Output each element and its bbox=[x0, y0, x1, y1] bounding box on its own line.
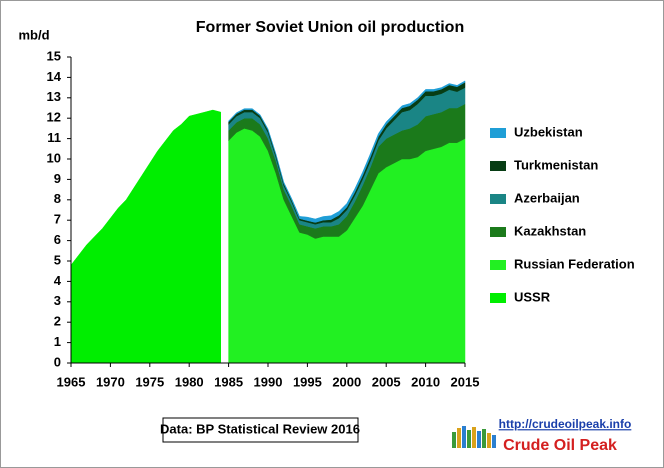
logo-bar bbox=[452, 432, 456, 448]
legend-label: Russian Federation bbox=[514, 256, 635, 271]
legend-swatch bbox=[490, 161, 506, 171]
source-box bbox=[162, 417, 359, 443]
x-tick-label: 1980 bbox=[175, 374, 204, 389]
x-tick-label: 2000 bbox=[332, 374, 361, 389]
logo-bar bbox=[462, 426, 466, 448]
y-tick-label: 15 bbox=[47, 48, 61, 63]
logo-bar bbox=[472, 427, 476, 448]
logo bbox=[452, 426, 496, 448]
legend-label: Turkmenistan bbox=[514, 157, 598, 172]
legend-label: Kazakhstan bbox=[514, 223, 586, 238]
y-tick-label: 6 bbox=[54, 232, 61, 247]
y-tick-label: 5 bbox=[54, 252, 61, 267]
x-tick-label: 1965 bbox=[57, 374, 86, 389]
y-tick-label: 9 bbox=[54, 171, 61, 186]
x-tick-label: 1990 bbox=[254, 374, 283, 389]
y-axis-label: mb/d bbox=[18, 27, 49, 42]
x-tick-label: 2010 bbox=[411, 374, 440, 389]
logo-bar bbox=[492, 435, 496, 448]
y-tick-label: 10 bbox=[47, 150, 61, 165]
legend-swatch bbox=[490, 260, 506, 270]
area bbox=[228, 80, 466, 223]
legend-swatch bbox=[490, 194, 506, 204]
y-tick-label: 12 bbox=[47, 110, 61, 125]
logo-bar bbox=[457, 428, 461, 448]
y-tick-label: 0 bbox=[54, 354, 61, 369]
y-tick-label: 2 bbox=[54, 314, 61, 329]
source-note: Data: BP Statistical Review 2016 bbox=[160, 421, 360, 436]
y-tick-label: 14 bbox=[47, 69, 62, 84]
legend-swatch bbox=[490, 293, 506, 303]
logo-bar bbox=[487, 433, 491, 448]
legend-label: Azerbaijan bbox=[514, 190, 580, 205]
logo-bar bbox=[467, 430, 471, 448]
y-tick-label: 1 bbox=[54, 334, 61, 349]
y-tick-label: 8 bbox=[54, 191, 61, 206]
y-tick-label: 7 bbox=[54, 212, 61, 227]
legend-label: Uzbekistan bbox=[514, 124, 583, 139]
logo-bar bbox=[482, 429, 486, 448]
legend-swatch bbox=[490, 227, 506, 237]
chart-title: Former Soviet Union oil production bbox=[196, 19, 464, 36]
y-tick-label: 11 bbox=[47, 130, 61, 145]
x-tick-label: 2005 bbox=[372, 374, 401, 389]
brand: Crude Oil Peak bbox=[503, 437, 617, 454]
legend-swatch bbox=[490, 128, 506, 138]
y-tick-label: 3 bbox=[54, 293, 61, 308]
url[interactable]: http://crudeoilpeak.info bbox=[499, 417, 632, 431]
y-tick-label: 4 bbox=[54, 273, 62, 288]
x-tick-label: 1995 bbox=[293, 374, 322, 389]
x-tick-label: 1970 bbox=[96, 374, 125, 389]
y-tick-label: 13 bbox=[47, 89, 61, 104]
logo-bar bbox=[477, 431, 481, 448]
x-tick-label: 1975 bbox=[135, 374, 164, 389]
x-tick-label: 2015 bbox=[451, 374, 480, 389]
x-tick-label: 1985 bbox=[214, 374, 243, 389]
legend-label: USSR bbox=[514, 289, 551, 304]
